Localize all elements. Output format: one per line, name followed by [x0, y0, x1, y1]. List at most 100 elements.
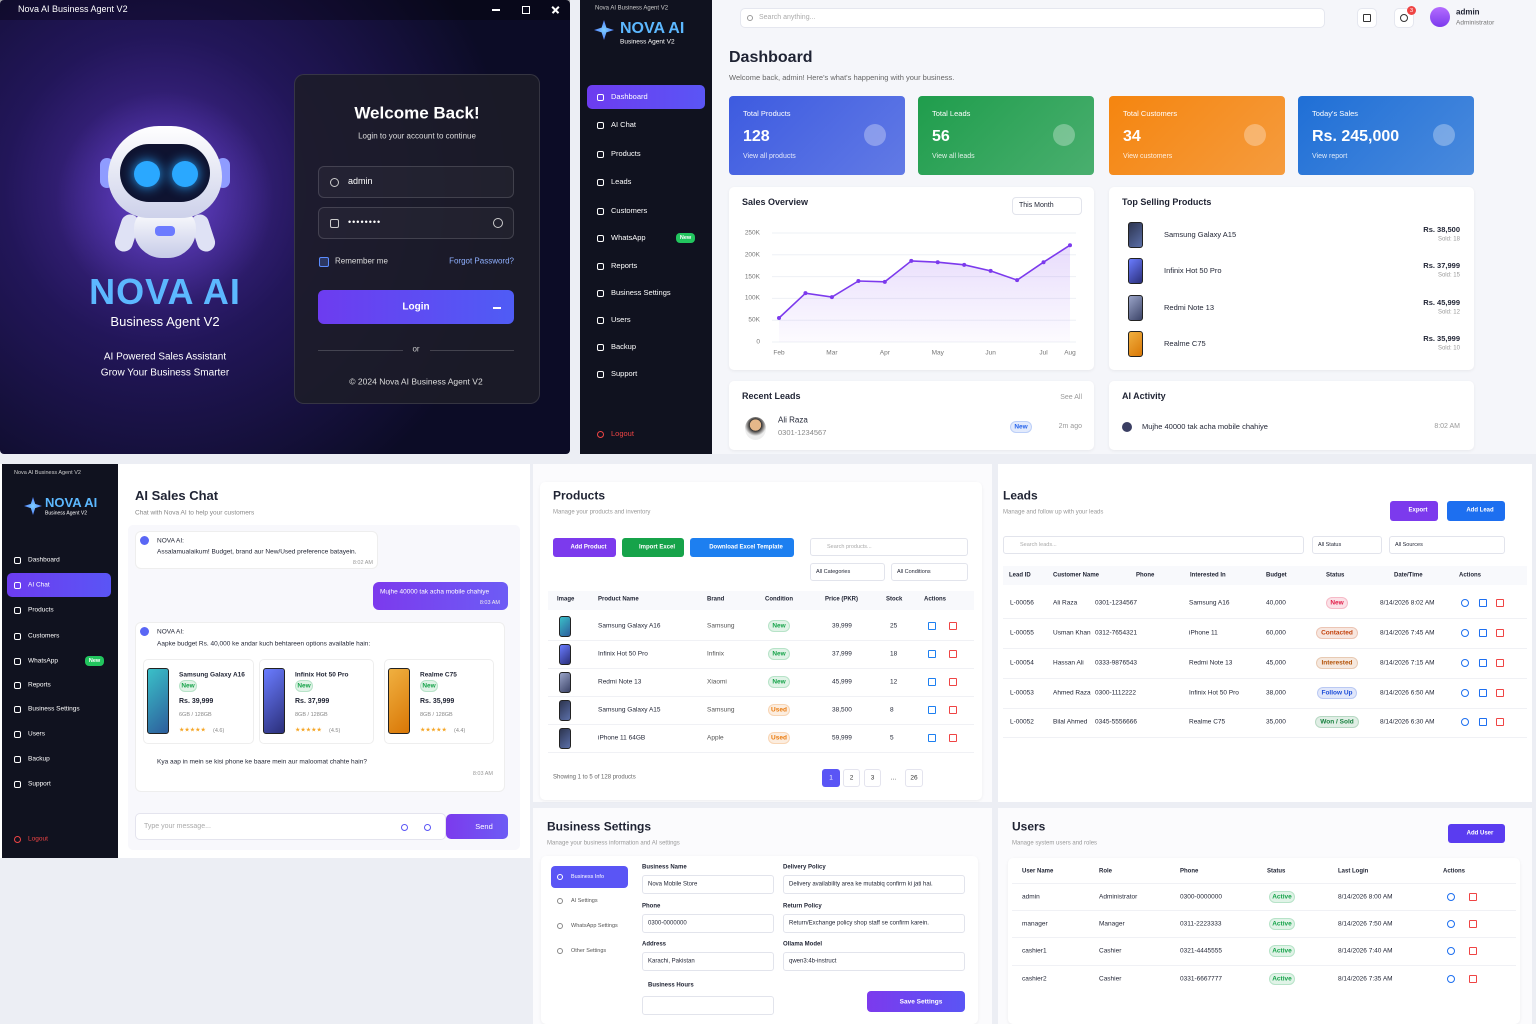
link[interactable]: View customers	[1123, 153, 1173, 161]
badge	[768, 732, 790, 744]
product-condition: New	[181, 682, 195, 690]
link[interactable]: See All	[1060, 394, 1082, 402]
button-label: Send	[475, 821, 493, 831]
tab[interactable]	[551, 866, 628, 888]
button[interactable]	[867, 991, 965, 1012]
dropdown[interactable]	[1312, 536, 1382, 554]
badge	[179, 680, 197, 692]
product-sold: Sold: 15	[1437, 272, 1460, 279]
cell: 8/14/2026 8:00 AM	[1338, 893, 1393, 901]
input[interactable]	[642, 996, 774, 1015]
link[interactable]: View all products	[743, 153, 796, 161]
nav-item[interactable]	[587, 113, 705, 137]
column-header: Phone	[1180, 868, 1199, 875]
input[interactable]	[642, 914, 774, 933]
nav-item[interactable]	[587, 170, 705, 194]
stat-label: Total Leads	[932, 108, 971, 118]
icon	[1479, 629, 1487, 637]
checkbox[interactable]	[319, 257, 329, 267]
dropdown[interactable]	[1389, 536, 1505, 554]
nav-label: WhatsApp	[28, 657, 58, 665]
tab-label: Other Settings	[571, 947, 607, 954]
page-button[interactable]	[864, 769, 881, 787]
dropdown[interactable]	[891, 563, 968, 581]
cell: Apple	[707, 734, 724, 742]
nav-item[interactable]	[7, 573, 111, 597]
search	[740, 8, 1325, 28]
input[interactable]	[642, 875, 774, 894]
nav-item[interactable]	[7, 772, 111, 796]
nav-label: Customers	[28, 632, 60, 640]
dropdown[interactable]	[810, 563, 885, 581]
row-divider	[1003, 618, 1527, 619]
cell: 60,000	[1266, 629, 1286, 637]
dropdown[interactable]	[1012, 197, 1082, 215]
input[interactable]	[783, 875, 965, 894]
nav-item[interactable]	[7, 673, 111, 697]
icon	[928, 706, 936, 714]
nav-item[interactable]	[587, 142, 705, 166]
button[interactable]	[1447, 501, 1505, 521]
button[interactable]	[1390, 501, 1438, 521]
input[interactable]	[1003, 536, 1304, 554]
nav-item[interactable]	[7, 747, 111, 771]
nav-item[interactable]	[7, 722, 111, 746]
button[interactable]	[622, 538, 684, 557]
page-button[interactable]	[843, 769, 860, 787]
input[interactable]	[810, 538, 968, 556]
x-tick-label: Aug	[1064, 349, 1076, 357]
nav-label: Support	[611, 368, 638, 378]
title-bar	[0, 0, 570, 20]
icon	[1479, 659, 1487, 667]
icon	[1469, 947, 1477, 955]
page-button[interactable]	[822, 769, 840, 787]
phone-image	[1128, 222, 1143, 248]
column-header: Condition	[765, 596, 793, 603]
page-button[interactable]	[905, 769, 923, 787]
button[interactable]	[690, 538, 794, 557]
badge	[1010, 421, 1032, 433]
phone-image	[559, 700, 571, 721]
input[interactable]	[318, 207, 514, 239]
input[interactable]	[642, 952, 774, 971]
input[interactable]	[783, 952, 965, 971]
icon	[557, 874, 563, 880]
nav-item[interactable]	[587, 308, 705, 332]
link[interactable]: View report	[1312, 153, 1348, 161]
icon	[1479, 599, 1487, 607]
icon	[1496, 689, 1504, 697]
nav-label: Leads	[611, 176, 632, 186]
row-divider	[1003, 737, 1527, 738]
link[interactable]: Forgot Password?	[449, 256, 514, 266]
button[interactable]	[1448, 824, 1505, 843]
icon	[597, 121, 604, 129]
bot-name: NOVA AI:	[157, 537, 184, 545]
icon	[401, 823, 408, 831]
nav-item[interactable]	[7, 598, 111, 622]
input-value: Return/Exchange policy shop staff se con…	[789, 920, 929, 927]
button-label: Login	[402, 301, 430, 313]
badge	[1317, 687, 1357, 699]
icon-button[interactable]	[1357, 8, 1377, 28]
nav-item[interactable]	[587, 254, 705, 278]
icon	[1479, 689, 1487, 697]
field-label: Business Name	[642, 864, 687, 871]
cell: 8/14/2026 8:02 AM	[1380, 599, 1435, 607]
nav-label: Reports	[28, 681, 51, 689]
nav-item[interactable]	[587, 85, 705, 109]
page-subtitle: Manage your business information and AI …	[547, 840, 680, 847]
button[interactable]	[318, 290, 514, 324]
button[interactable]	[446, 814, 508, 839]
link[interactable]: View all leads	[932, 153, 975, 161]
nav-item[interactable]	[587, 362, 705, 386]
product-name: Samsung Galaxy A16	[179, 671, 245, 679]
cell-status: New	[1330, 599, 1344, 607]
input[interactable]	[135, 813, 446, 840]
input[interactable]	[783, 914, 965, 933]
page-subtitle: Chat with Nova AI to help your customers	[135, 509, 255, 517]
button[interactable]	[553, 538, 616, 557]
product-sold: Sold: 10	[1437, 345, 1460, 352]
nav-item[interactable]	[587, 335, 705, 359]
input[interactable]	[318, 166, 514, 198]
icon	[14, 606, 21, 614]
